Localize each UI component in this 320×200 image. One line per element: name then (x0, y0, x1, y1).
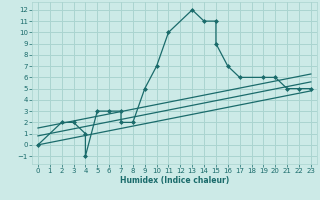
X-axis label: Humidex (Indice chaleur): Humidex (Indice chaleur) (120, 176, 229, 185)
